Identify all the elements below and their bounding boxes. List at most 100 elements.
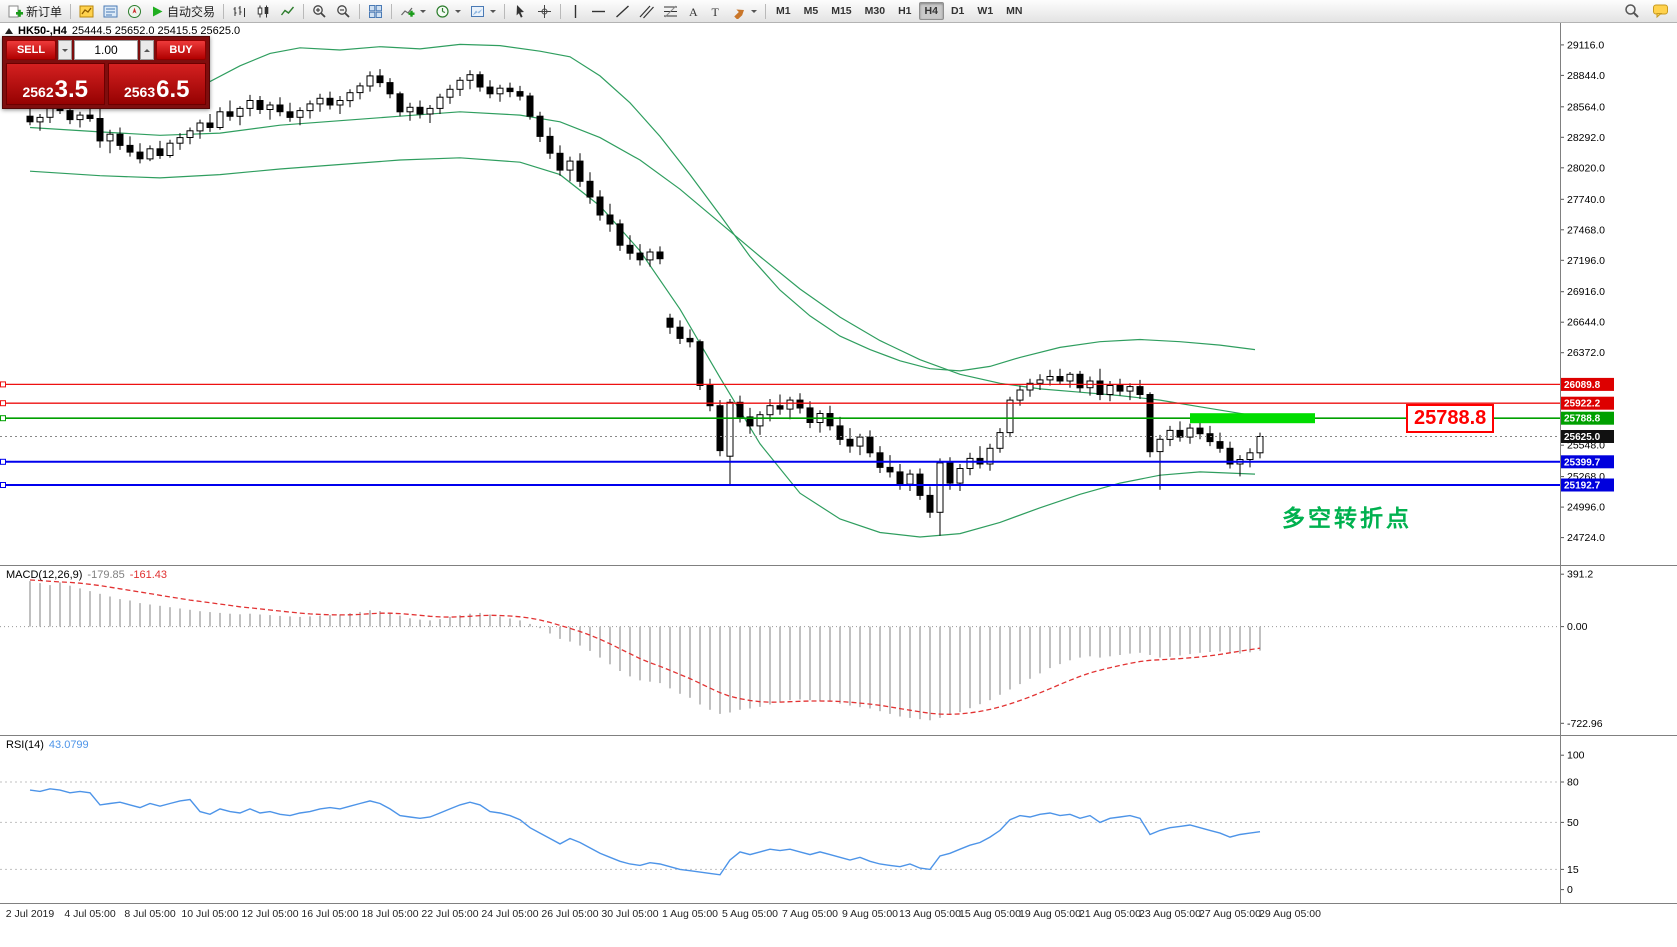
sell-button[interactable]: SELL [6, 40, 56, 60]
timeframe-mn-button[interactable]: MN [1006, 5, 1023, 17]
svg-text:A: A [689, 5, 698, 19]
chat-icon [1653, 4, 1668, 19]
rsi-line [29, 788, 1261, 876]
timeframe-d1-button[interactable]: D1 [950, 5, 965, 17]
timeframe-m30-button[interactable]: M30 [864, 5, 886, 17]
time-axis-label: 24 Jul 05:00 [481, 908, 539, 920]
time-axis[interactable]: 2 Jul 2019 4 Jul 05:00 8 Jul 05:00 10 Jul 0… [0, 903, 1677, 926]
rsi-indicator-panel[interactable]: 100 80 50 15 0 [0, 735, 1677, 903]
periods-button[interactable] [431, 1, 465, 21]
candle-chart-icon [257, 5, 269, 17]
indicators-add-icon [401, 7, 415, 17]
navigator-icon [128, 4, 142, 18]
caret-down-icon [62, 48, 68, 52]
volume-decrease-button[interactable] [58, 40, 72, 60]
data-window-button[interactable] [99, 1, 122, 21]
timeframe-m1-button[interactable]: M1 [776, 5, 791, 17]
macd-main-value: -179.85 [87, 569, 125, 581]
bollinger-middle [29, 111, 1256, 417]
macd-signal-line [29, 579, 1261, 715]
horizontal-line-tool-button[interactable] [587, 1, 610, 21]
price-badge [1560, 396, 1614, 410]
timeframe-m5-button[interactable]: M5 [803, 5, 819, 17]
time-axis-label: 22 Jul 05:00 [421, 908, 479, 920]
svg-text:25399.7: 25399.7 [1564, 457, 1601, 468]
line-anchor-marker [0, 415, 6, 422]
svg-text:25192.7: 25192.7 [1564, 481, 1601, 492]
sell-price-big-digits: 3.5 [54, 75, 89, 103]
fibonacci-tool-button[interactable] [659, 1, 682, 21]
indicators-button[interactable] [396, 1, 430, 21]
time-axis-label: 12 Jul 05:00 [241, 908, 299, 920]
zoom-in-button[interactable] [308, 1, 331, 21]
timeframe-h4-button[interactable]: H4 [918, 2, 944, 20]
zoom-out-button[interactable] [332, 1, 355, 21]
svg-text:28564.0: 28564.0 [1567, 101, 1605, 113]
candle-chart-mode-button[interactable] [252, 1, 275, 21]
line-anchor-marker [0, 458, 6, 465]
buy-price-display[interactable]: 2563 6.5 [107, 63, 206, 105]
autotrade-button[interactable]: 自动交易 [147, 1, 219, 21]
arrows-tool-button[interactable] [727, 1, 761, 21]
time-axis-label: 23 Aug 05:00 [1139, 908, 1201, 920]
one-click-trading-panel: SELL BUY 2562 3.5 2563 6.5 [2, 36, 210, 109]
text-tool-button[interactable]: A [683, 1, 704, 21]
macd-histogram [29, 581, 1261, 721]
autotrade-label: 自动交易 [167, 4, 216, 19]
rsi-label: RSI(14) 43.0799 [6, 739, 89, 751]
cursor-tool-button[interactable] [509, 1, 532, 21]
main-price-chart[interactable]: 29116.0 28844.0 28564.0 28292.0 28020.0 27740… [0, 22, 1677, 565]
line-anchor-marker [0, 400, 6, 407]
line-chart-mode-button[interactable] [276, 1, 299, 21]
timeframe-m15-button[interactable]: M15 [831, 5, 852, 17]
time-axis-label: 13 Aug 05:00 [899, 908, 961, 920]
search-icon [1625, 4, 1639, 18]
sell-price-small-digits: 2562 [22, 83, 54, 100]
svg-text:28292.0: 28292.0 [1567, 132, 1605, 144]
new-order-button[interactable]: 新订单 [4, 1, 66, 21]
navigator-button[interactable] [123, 1, 146, 21]
chat-button[interactable] [1648, 1, 1673, 21]
zoom-in-icon [313, 4, 326, 18]
tile-windows-button[interactable] [364, 1, 387, 21]
bar-chart-mode-button[interactable] [228, 1, 251, 21]
zoom-out-icon [337, 4, 350, 18]
arrow-shape-icon [734, 8, 745, 19]
svg-text:26644.0: 26644.0 [1567, 317, 1605, 329]
svg-text:100: 100 [1567, 750, 1585, 762]
timeframe-h1-button[interactable]: H1 [898, 5, 912, 17]
buy-price-big-digits: 6.5 [156, 75, 190, 103]
svg-text:80: 80 [1567, 777, 1579, 789]
templates-button[interactable] [466, 1, 500, 21]
svg-text:28020.0: 28020.0 [1567, 162, 1605, 174]
time-axis-label: 27 Aug 05:00 [1199, 908, 1261, 920]
price-badge [1560, 377, 1614, 391]
chevron-down-icon [751, 9, 758, 13]
time-axis-label: 4 Jul 05:00 [64, 908, 116, 920]
label-tool-button[interactable]: T [705, 1, 726, 21]
price-badge [1560, 455, 1614, 469]
svg-text:15: 15 [1567, 864, 1579, 876]
svg-text:29116.0: 29116.0 [1567, 39, 1604, 51]
timeframe-w1-button[interactable]: W1 [977, 5, 994, 17]
separator [223, 3, 225, 19]
search-button[interactable] [1620, 1, 1644, 21]
separator [765, 3, 767, 19]
macd-indicator-panel[interactable]: 391.2 0.00 -722.96 [0, 565, 1677, 735]
volume-increase-button[interactable] [140, 40, 154, 60]
price-badge [1560, 430, 1614, 443]
channel-tool-button[interactable] [635, 1, 658, 21]
turning-point-note[interactable]: 多空转折点 [1282, 505, 1412, 531]
sell-price-display[interactable]: 2562 3.5 [6, 63, 105, 105]
price-badge [1560, 411, 1614, 425]
trendline-tool-button[interactable] [611, 1, 634, 21]
volume-input[interactable] [74, 40, 138, 60]
rsi-name: RSI(14) [6, 739, 44, 751]
price-callout-label[interactable]: 25788.8 [1406, 404, 1495, 433]
market-watch-button[interactable] [75, 1, 98, 21]
buy-button[interactable]: BUY [156, 40, 206, 60]
bar-chart-icon [233, 5, 246, 17]
vertical-line-tool-button[interactable] [565, 1, 586, 21]
crosshair-tool-button[interactable] [533, 1, 556, 21]
template-icon [471, 5, 485, 17]
